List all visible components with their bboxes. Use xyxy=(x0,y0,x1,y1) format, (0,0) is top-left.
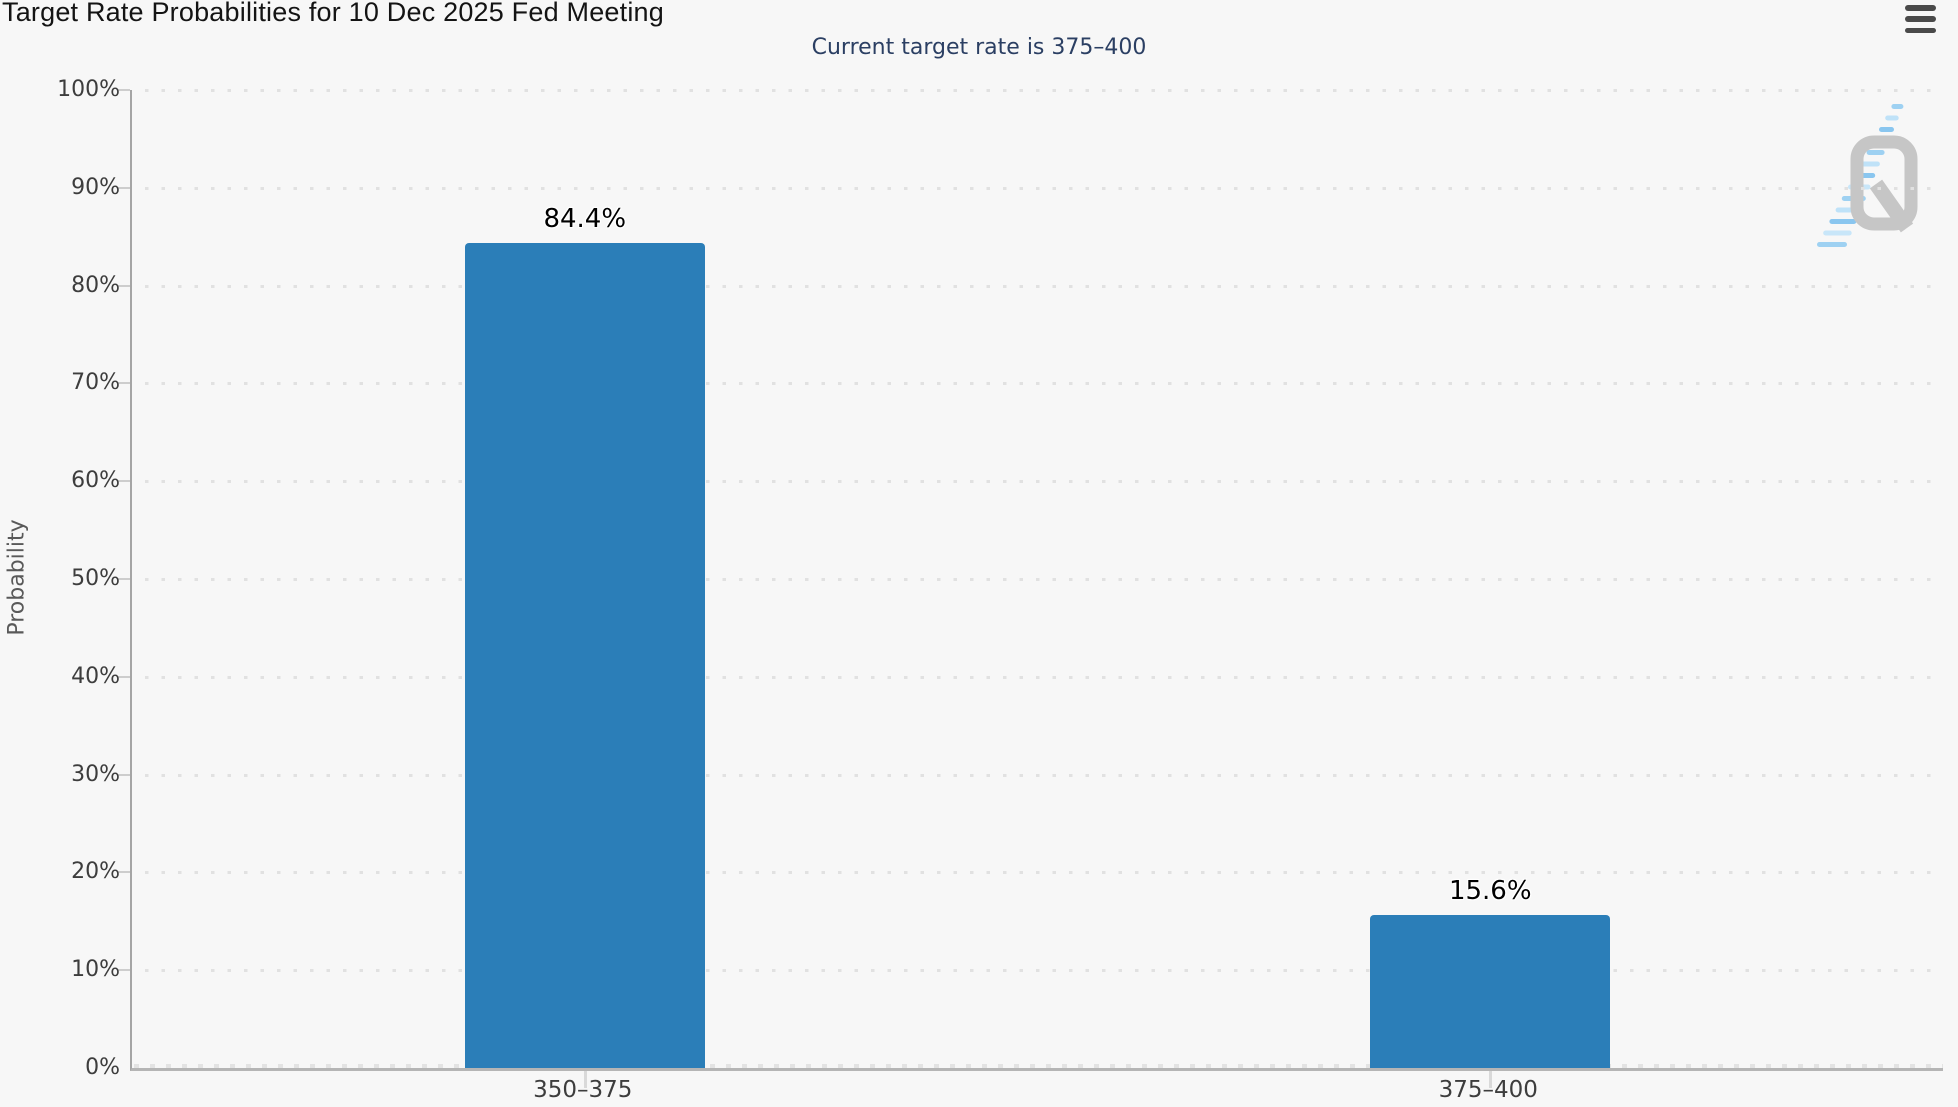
y-tick-label: 40% xyxy=(71,663,120,689)
y-tick-label: 50% xyxy=(71,566,120,591)
y-tick-label: 10% xyxy=(71,957,120,983)
gridline-40 xyxy=(145,675,1943,679)
y-axis-tick xyxy=(117,675,130,678)
gridline-80 xyxy=(145,284,1943,288)
y-axis-tick xyxy=(117,871,130,874)
plot-area: 84.4% 15.6% xyxy=(117,89,1943,1088)
bar-350–375[interactable] xyxy=(464,242,705,1068)
logo-trail-dash xyxy=(1823,230,1852,236)
logo-trail-dash xyxy=(1891,104,1904,109)
gridline-30 xyxy=(145,773,1943,777)
x-tick-label: 350–375 xyxy=(533,1077,633,1103)
y-axis-tick xyxy=(117,578,130,580)
y-axis-tick xyxy=(117,284,130,287)
y-tick-label: 70% xyxy=(71,370,120,396)
gridline-60 xyxy=(145,480,1943,484)
logo-trail-dash xyxy=(1829,219,1857,224)
logo-trail-dash xyxy=(1885,115,1899,121)
y-axis-tick xyxy=(117,773,130,776)
menu-button[interactable] xyxy=(1905,5,1939,33)
gridline-70 xyxy=(145,382,1943,386)
gridline-10 xyxy=(145,969,1943,973)
bar-375–400[interactable] xyxy=(1370,915,1611,1068)
y-tick-label: 90% xyxy=(71,174,120,200)
gridline-20 xyxy=(145,871,1943,875)
chart-title: Target Rate Probabilities for 10 Dec 202… xyxy=(2,0,664,27)
hamburger-icon xyxy=(1905,27,1936,33)
gridline-100 xyxy=(145,89,1943,92)
y-tick-label: 100% xyxy=(57,77,120,102)
y-tick-label: 30% xyxy=(71,761,120,787)
y-tick-label: 0% xyxy=(85,1055,120,1080)
logo-trail-dash xyxy=(1817,242,1847,247)
chart-subtitle: Current target rate is 375–400 xyxy=(811,35,1147,60)
y-axis-tick xyxy=(117,186,130,189)
y-tick-label: 20% xyxy=(71,859,120,885)
x-axis-tick xyxy=(583,1071,587,1088)
y-axis-tick xyxy=(117,89,130,91)
y-axis-tick xyxy=(117,480,130,483)
quikstrike-logo: Q xyxy=(1815,90,1925,250)
hamburger-icon xyxy=(1905,16,1936,22)
hamburger-icon xyxy=(1905,5,1936,11)
y-axis-labels: 0% 10% 20% 30% 40% 50% 60% 70% 80% 90% 100% xyxy=(0,77,120,1080)
logo-trail-dash xyxy=(1866,150,1885,155)
x-axis-minor-ticks xyxy=(134,1064,1943,1068)
quikstrike-q-icon xyxy=(1817,104,1918,247)
y-axis-tick xyxy=(117,969,130,972)
logo-trail-dash xyxy=(1879,127,1894,132)
gridline-50 xyxy=(145,578,1943,581)
y-tick-label: 80% xyxy=(71,272,120,298)
y-tick-label: 60% xyxy=(71,468,120,494)
gridline-90 xyxy=(145,186,1943,190)
y-axis-tick xyxy=(117,382,130,385)
x-axis-labels: 350–375 375–400 xyxy=(130,1077,1941,1107)
logo-trail-dash xyxy=(1860,161,1880,167)
bar-value-label: 84.4% xyxy=(543,203,627,234)
x-tick-label: 375–400 xyxy=(1438,1077,1538,1103)
bar-value-label: 15.6% xyxy=(1448,876,1532,907)
x-axis-tick xyxy=(1489,1071,1493,1088)
